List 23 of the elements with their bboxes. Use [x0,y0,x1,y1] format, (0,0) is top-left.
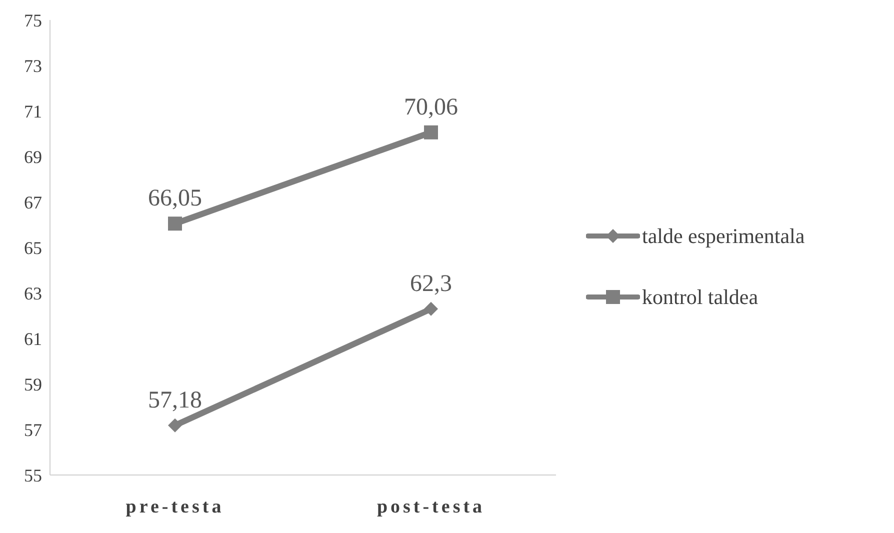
y-tick-label: 75 [24,10,42,30]
point [424,302,438,316]
legend-label: kontrol taldea [642,284,758,310]
y-tick-label: 65 [24,238,42,258]
data-label: 62,3 [410,270,452,297]
y-tick-label: 73 [24,56,42,76]
y-tick-label: 59 [24,374,42,394]
point [168,216,182,231]
x-tick-label: post-testa [376,496,486,518]
point [168,418,182,432]
data-label: 66,05 [148,186,202,212]
y-tick-label: 57 [24,420,42,440]
y-tick-label: 69 [24,146,42,167]
x-tick-label: pre-testa [126,496,224,518]
y-tick-label: 55 [24,465,42,486]
point [424,125,438,140]
y-tick-label: 67 [24,192,42,212]
legend-label: talde esperimentala [642,224,805,248]
data-label: 57,18 [148,387,202,414]
y-tick-label: 63 [24,283,42,304]
data-label: 70,06 [404,94,458,120]
y-tick-label: 71 [24,101,42,122]
y-tick-label: 61 [24,328,42,349]
